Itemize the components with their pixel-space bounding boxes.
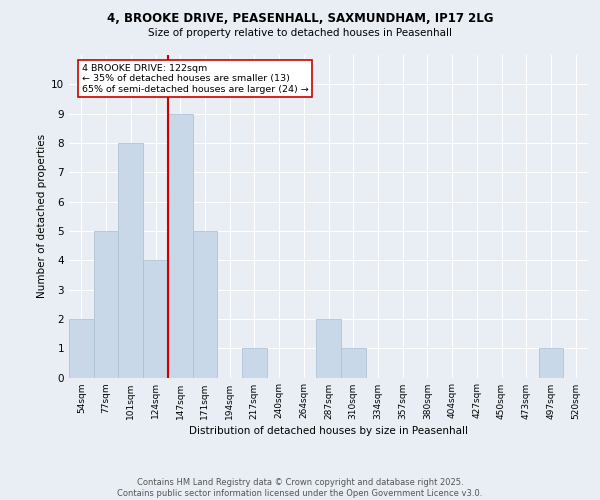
Y-axis label: Number of detached properties: Number of detached properties	[37, 134, 47, 298]
Bar	[316, 319, 341, 378]
Text: 4, BROOKE DRIVE, PEASENHALL, SAXMUNDHAM, IP17 2LG: 4, BROOKE DRIVE, PEASENHALL, SAXMUNDHAM,…	[107, 12, 493, 26]
Bar	[242, 348, 267, 378]
X-axis label: Distribution of detached houses by size in Peasenhall: Distribution of detached houses by size …	[189, 426, 468, 436]
Bar	[143, 260, 168, 378]
Bar	[94, 231, 118, 378]
Text: Size of property relative to detached houses in Peasenhall: Size of property relative to detached ho…	[148, 28, 452, 38]
Bar	[168, 114, 193, 378]
Bar	[193, 231, 217, 378]
Bar	[341, 348, 365, 378]
Text: 4 BROOKE DRIVE: 122sqm
← 35% of detached houses are smaller (13)
65% of semi-det: 4 BROOKE DRIVE: 122sqm ← 35% of detached…	[82, 64, 308, 94]
Bar	[118, 143, 143, 378]
Bar	[69, 319, 94, 378]
Text: Contains HM Land Registry data © Crown copyright and database right 2025.
Contai: Contains HM Land Registry data © Crown c…	[118, 478, 482, 498]
Bar	[539, 348, 563, 378]
